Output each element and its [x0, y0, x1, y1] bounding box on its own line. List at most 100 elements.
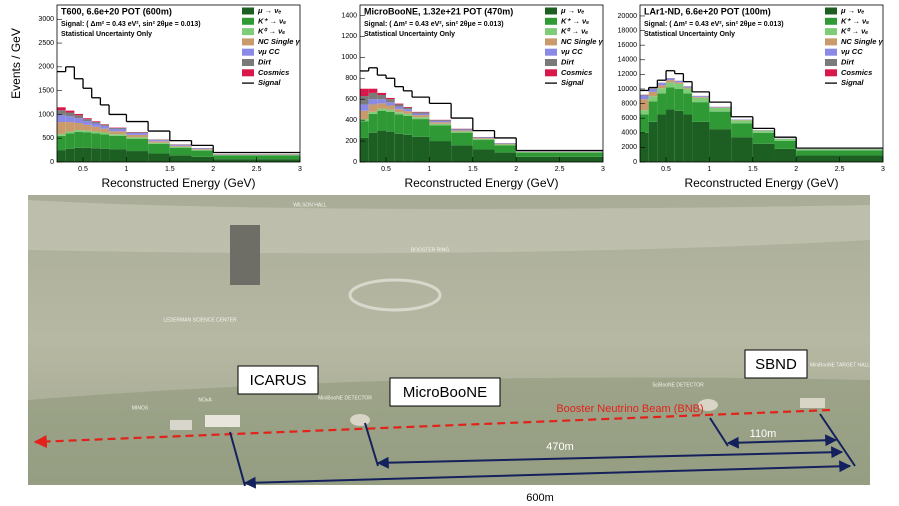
histogram-bar: [412, 119, 430, 137]
y-tick-label: 12000: [618, 71, 638, 78]
histogram-bar: [494, 152, 517, 162]
x-tick-label: 2.5: [835, 166, 845, 173]
y-tick-label: 0: [353, 159, 357, 166]
building: [170, 420, 192, 430]
y-axis-label: Events / GeV: [9, 28, 23, 99]
histogram-bar: [57, 114, 66, 123]
legend-label: K⁰ → νₑ: [258, 27, 285, 36]
histogram-bar: [126, 151, 149, 162]
plot-frame: [639, 4, 884, 163]
site-label: MINOS: [132, 405, 149, 411]
histogram-bar: [83, 124, 92, 131]
histogram-bar: [377, 130, 387, 162]
histogram-bar: [774, 138, 797, 141]
y-tick-label: 600: [345, 96, 357, 103]
histogram-bar: [731, 137, 753, 162]
y-tick-label: 500: [42, 135, 54, 142]
histogram-bar: [91, 148, 101, 162]
histogram-bar: [403, 107, 413, 110]
legend-label: Cosmics: [258, 68, 289, 77]
y-tick-label: 14000: [618, 57, 638, 64]
histogram-bar: [74, 115, 84, 119]
y-tick-label: 1200: [341, 33, 357, 40]
annotation: Statistical Uncertainty Only: [364, 31, 455, 38]
y-tick-label: 2000: [38, 64, 54, 71]
histogram-bar: [109, 134, 127, 136]
histogram-bar: [386, 97, 395, 100]
histogram-bar: [57, 107, 66, 111]
histogram-bar: [74, 132, 84, 148]
histogram-bar: [83, 121, 92, 125]
y-tick-label: 200: [345, 138, 357, 145]
histogram-bar: [683, 87, 693, 89]
histogram-bar: [451, 145, 473, 162]
histogram-bar: [412, 113, 430, 116]
legend-swatch: [545, 17, 557, 25]
legend-label: K⁺ → νₑ: [561, 16, 589, 25]
histogram-bar: [169, 147, 192, 156]
histogram-bar: [65, 131, 75, 134]
histogram-bar: [648, 121, 658, 162]
marker-line: [709, 417, 729, 447]
histogram-bar: [360, 96, 369, 105]
distance-label: 470m: [546, 441, 574, 453]
chart-title: MicroBooNE, 1.32e+21 POT (470m): [364, 6, 513, 16]
legend-swatch: [242, 48, 254, 56]
legend-label: νμ CC: [258, 47, 280, 56]
histogram-bar: [126, 132, 149, 133]
histogram-bar: [403, 106, 413, 108]
histogram-bar: [91, 133, 101, 149]
histogram-bar: [403, 113, 413, 116]
histogram-bar: [709, 107, 732, 112]
histogram-bar: [169, 145, 192, 147]
histogram-bar: [412, 112, 430, 114]
site-label: BOOSTER RING: [411, 247, 449, 253]
y-tick-label: 400: [345, 117, 357, 124]
y-tick-label: 1000: [341, 54, 357, 61]
building: [698, 399, 718, 411]
x-tick-label: 2: [794, 166, 798, 173]
histogram-bar: [666, 87, 675, 110]
histogram-bar: [377, 103, 387, 109]
histogram-bar: [666, 109, 675, 162]
histogram-bar: [65, 133, 75, 149]
histogram-bar: [494, 145, 517, 153]
histogram-bar: [74, 130, 84, 133]
legend-swatch: [242, 17, 254, 25]
histogram-bar: [648, 88, 658, 92]
histogram-bar: [709, 106, 732, 108]
histogram-bar: [169, 146, 192, 148]
histogram-bar: [148, 153, 170, 162]
aerial-photo: WILSON HALL BOOSTER RING LEDERMAN SCIENC…: [28, 195, 870, 504]
histogram-bar: [191, 150, 214, 157]
histogram-bar: [666, 80, 675, 83]
histogram-bar: [83, 118, 92, 120]
y-tick-label: 16000: [618, 42, 638, 49]
y-tick-label: 20000: [618, 13, 638, 20]
histogram-bar: [360, 121, 369, 138]
histogram-bar: [368, 132, 378, 162]
histogram-bar: [683, 88, 693, 94]
beam-label: Booster Neutrino Beam (BNB): [556, 403, 703, 415]
histogram-bar: [640, 110, 649, 115]
y-tick-label: 1400: [341, 12, 357, 19]
x-tick-label: 0.5: [661, 166, 671, 173]
x-tick-label: 1.5: [165, 166, 175, 173]
histogram-bar: [451, 130, 473, 132]
histogram-bar: [451, 131, 473, 133]
histogram-bar: [403, 115, 413, 135]
histogram-bar: [109, 131, 127, 135]
legend-label: Cosmics: [561, 68, 592, 77]
histogram-bar: [148, 143, 170, 154]
histogram-bar: [368, 88, 378, 93]
detector-label: MicroBooNE: [403, 384, 487, 401]
y-tick-label: 3000: [38, 16, 54, 23]
histogram-bar: [386, 111, 395, 132]
histogram-bar: [83, 147, 92, 162]
histogram-bar: [752, 130, 775, 133]
histogram-bar: [57, 135, 66, 151]
legend-label: NC Single γ: [258, 37, 301, 46]
legend-swatch: [825, 7, 837, 15]
histogram-bar: [100, 125, 110, 129]
